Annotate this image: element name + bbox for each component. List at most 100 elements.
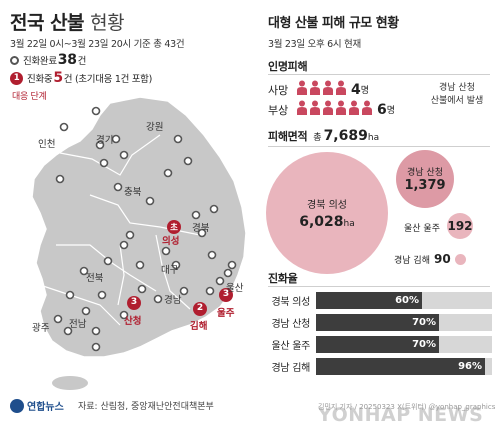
footer-source: 자료: 산림청, 중앙재난안전대책본부 bbox=[78, 402, 214, 412]
casualty-note: 경남 산청 산불에서 발생 bbox=[420, 82, 494, 108]
legend-active-text: 진화중 bbox=[27, 74, 53, 85]
region-jeonnam: 전남 bbox=[69, 319, 87, 330]
badge-uiseong: 초 bbox=[170, 223, 178, 233]
injury-row: 부상 6 명 bbox=[268, 100, 395, 119]
progress-track: 70% bbox=[316, 314, 492, 331]
injury-people bbox=[296, 100, 374, 119]
area-total: 7,689 bbox=[323, 128, 368, 144]
region-ulsan: 울산 bbox=[226, 283, 244, 294]
progress-fill: 60% bbox=[316, 292, 422, 309]
death-person-icon bbox=[297, 80, 307, 95]
badge-sancheong: 3 bbox=[130, 297, 138, 307]
injury-count: 6 bbox=[377, 101, 387, 118]
progress-label: 울산 울주 bbox=[271, 341, 311, 352]
yonhap-logo-icon bbox=[10, 398, 24, 413]
region-daegu: 대구 bbox=[161, 265, 179, 276]
casualty-note-2: 산불에서 발생 bbox=[430, 96, 484, 106]
region-gangwon: 강원 bbox=[146, 122, 164, 133]
fire-name-ulju: 울주 bbox=[217, 308, 235, 319]
done-markers bbox=[53, 106, 237, 352]
title-light: 현황 bbox=[90, 12, 125, 34]
legend-active-unit: 건 (초기대응 1건 포함) bbox=[63, 74, 153, 85]
area-header: 피해면적 bbox=[268, 130, 308, 143]
legend-active-count: 5 bbox=[53, 70, 63, 86]
footer-logo: 연합뉴스 bbox=[10, 398, 64, 413]
progress-list: 경북 의성 60% 경남 산청 70% 울산 울주 70% 경남 김해 96% bbox=[230, 292, 492, 380]
bubble-gimhae-value: 90 bbox=[433, 252, 451, 266]
fire-marker-uiseong bbox=[167, 220, 181, 234]
death-unit: 명 bbox=[360, 86, 370, 96]
region-gwangju: 광주 bbox=[32, 323, 50, 334]
progress-divider bbox=[268, 286, 490, 287]
region-gyeonggi: 경기 bbox=[96, 135, 114, 146]
area-divider bbox=[268, 146, 490, 147]
active-markers bbox=[127, 220, 233, 316]
progress-row: 경남 산청 70% bbox=[230, 314, 492, 331]
logo-text: 연합뉴스 bbox=[27, 402, 64, 413]
region-jeonbuk: 전북 bbox=[86, 273, 104, 284]
injury-person-icon bbox=[297, 100, 307, 115]
fire-marker-sancheong bbox=[127, 296, 141, 310]
progress-row: 경북 의성 60% bbox=[230, 292, 492, 309]
region-gyeongbuk: 경북 bbox=[192, 223, 210, 234]
injury-person-icon bbox=[349, 100, 359, 115]
bubble-uiseong-unit: ha bbox=[343, 219, 355, 229]
area-header-row: 피해면적 총 7,689 ha bbox=[268, 128, 379, 144]
progress-label: 경남 산청 bbox=[271, 319, 311, 330]
injury-person-icon bbox=[362, 100, 372, 115]
fire-name-gimhae: 김해 bbox=[190, 321, 208, 332]
fire-marker-gimhae bbox=[193, 302, 207, 316]
progress-label: 경남 김해 bbox=[271, 363, 311, 374]
casualty-note-1: 경남 산청 bbox=[439, 83, 475, 93]
bubble-sancheong: 경남 산청 1,379 bbox=[396, 150, 454, 208]
bubble-ulju-name: 울산 울주 bbox=[404, 224, 440, 234]
bubble-gimhae bbox=[454, 253, 466, 265]
casualty-header: 인명피해 bbox=[268, 60, 308, 73]
right-title: 대형 산불 피해 규모 현황 bbox=[268, 16, 399, 31]
region-chungbuk: 충북 bbox=[124, 187, 142, 198]
badge-gimhae: 2 bbox=[196, 303, 204, 313]
death-label: 사망 bbox=[268, 83, 289, 97]
progress-row: 경남 김해 96% bbox=[230, 358, 492, 375]
casualty-divider bbox=[268, 74, 490, 75]
death-person-icon bbox=[323, 80, 333, 95]
bubble-sancheong-name: 경남 산청 bbox=[407, 168, 443, 178]
jeju-island bbox=[52, 376, 88, 390]
bubble-uiseong-name: 경북 의성 bbox=[307, 200, 347, 211]
progress-fill: 70% bbox=[316, 336, 439, 353]
injury-person-icon bbox=[310, 100, 320, 115]
progress-label: 경북 의성 bbox=[271, 297, 311, 308]
progress-fill: 96% bbox=[316, 358, 485, 375]
progress-header: 진화율 bbox=[268, 272, 298, 285]
legend-done-unit: 건 bbox=[77, 56, 87, 67]
area-total-prefix: 총 bbox=[313, 133, 322, 143]
death-people bbox=[296, 80, 348, 99]
progress-fill: 70% bbox=[316, 314, 439, 331]
bubble-uiseong: 경북 의성 6,028ha bbox=[266, 152, 388, 274]
left-title: 전국 산불 현황 bbox=[10, 8, 125, 35]
bubble-uiseong-value: 6,028 bbox=[299, 214, 344, 230]
injury-person-icon bbox=[323, 100, 333, 115]
progress-track: 96% bbox=[316, 358, 492, 375]
region-incheon: 인천 bbox=[38, 139, 56, 150]
done-circle-icon bbox=[10, 55, 19, 65]
footer-credit: 김민지 기자 / 20250323 X(트위터) @yonhap_graphic… bbox=[318, 403, 496, 411]
title-bold: 전국 산불 bbox=[10, 12, 85, 34]
watermark: YONHAP NEWS bbox=[318, 404, 484, 426]
fire-name-uiseong: 의성 bbox=[162, 236, 180, 247]
bubble-gimhae-row: 경남 김해 90 bbox=[394, 252, 466, 266]
progress-row: 울산 울주 70% bbox=[230, 336, 492, 353]
right-subtitle: 3월 23일 오후 6시 현재 bbox=[268, 39, 361, 50]
province-borders bbox=[39, 134, 201, 326]
active-badge-icon: 1 bbox=[10, 71, 23, 85]
bubble-gimhae-name: 경남 김해 bbox=[394, 255, 430, 266]
legend-done: 진화완료 38 건 bbox=[10, 52, 86, 68]
korea-map bbox=[31, 96, 247, 390]
left-subtitle: 3월 22일 0시~3월 23일 20시 기준 총 43건 bbox=[10, 39, 185, 50]
bubble-ulju-value: 192 bbox=[447, 219, 473, 233]
bubble-sancheong-value: 1,379 bbox=[404, 178, 446, 193]
fire-marker-ulju bbox=[219, 288, 233, 302]
injury-label: 부상 bbox=[268, 103, 289, 117]
injury-person-icon bbox=[336, 100, 346, 115]
death-person-icon bbox=[310, 80, 320, 95]
